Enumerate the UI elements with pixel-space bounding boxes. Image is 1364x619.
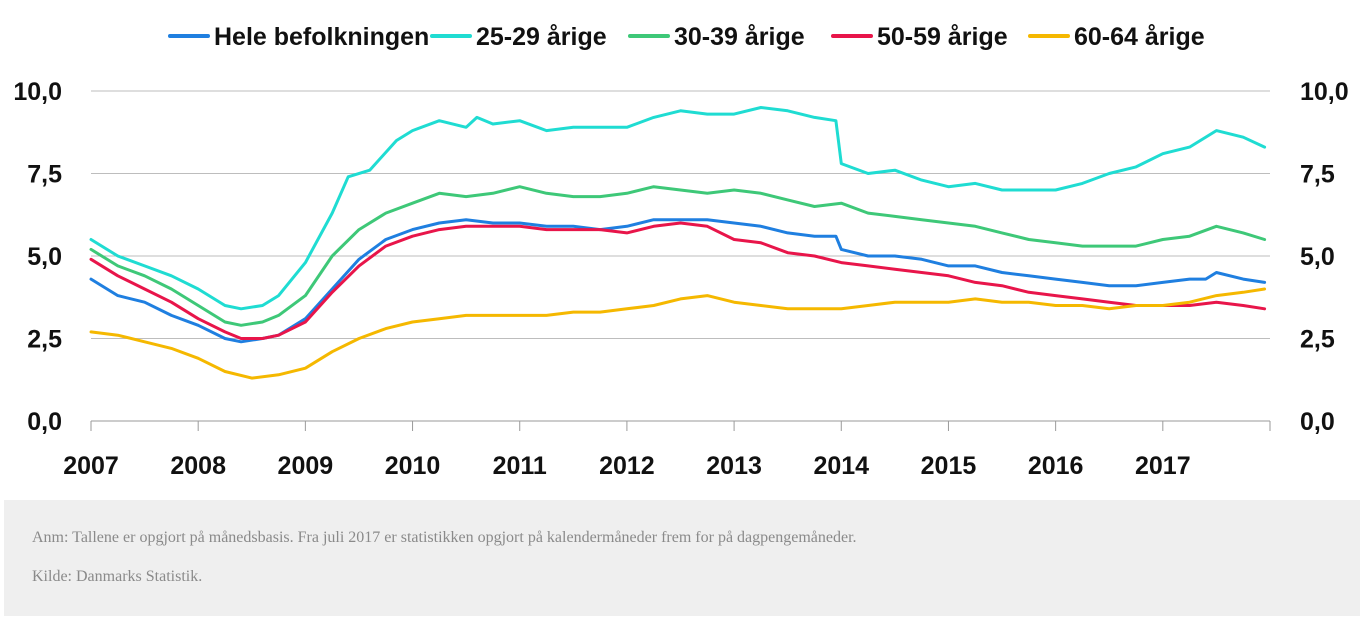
chart: Hele befolkningen 25-29 årige 30-39 årige 5… [13,23,1349,480]
y-tick-label-left: 2,5 [27,326,62,354]
y-tick-label-right: 2,5 [1300,326,1335,354]
y-tick-label-right: 10,0 [1300,78,1349,106]
legend-label: 50-59 årige [877,23,1008,51]
y-tick-label-right: 0,0 [1300,408,1335,436]
x-tick-label: 2009 [278,452,334,480]
series-line [89,185,1267,327]
x-tick-label: 2016 [1028,452,1084,480]
legend-item: Hele befolkningen [168,23,429,51]
source-text: Kilde: Danmarks Statistik. [32,568,203,585]
legend-item: 60-64 årige [1028,23,1205,51]
x-tick-label: 2010 [385,452,441,480]
legend: Hele befolkningen 25-29 årige 30-39 årige 5… [168,23,1205,51]
y-tick-label-left: 10,0 [13,78,62,106]
legend-item: 30-39 årige [628,23,805,51]
x-tick-label: 2013 [706,452,762,480]
y-tick-label-left: 0,0 [27,408,62,436]
y-tick-label-right: 7,5 [1300,161,1335,189]
x-tick-label: 2014 [813,452,869,480]
y-axis-left: 0,0 2,5 5,0 7,5 10,0 [13,78,62,436]
x-tick-label: 2011 [493,452,547,480]
series-line [89,221,1267,340]
legend-label: Hele befolkningen [214,23,429,51]
legend-label: 30-39 årige [674,23,805,51]
series-line [89,218,1267,344]
x-tick-label: 2008 [170,452,226,480]
gridlines [91,90,1270,422]
x-tick-label: 2007 [63,452,119,480]
x-tick-label: 2017 [1135,452,1191,480]
x-tick-label: 2012 [599,452,655,480]
series-lines [89,106,1267,380]
legend-item: 50-59 årige [831,23,1008,51]
series-line [89,106,1267,311]
note-box: Anm: Tallene er opgjort på månedsbasis. … [4,500,1360,616]
legend-label: 60-64 årige [1074,23,1205,51]
series-line [89,287,1267,380]
y-tick-label-right: 5,0 [1300,243,1335,271]
y-axis-right: 0,0 2,5 5,0 7,5 10,0 [1300,78,1349,436]
y-tick-label-left: 5,0 [27,243,62,271]
chart-canvas: Hele befolkningen 25-29 årige 30-39 årige 5… [13,23,1349,480]
x-tick-label: 2015 [921,452,977,480]
y-tick-label-left: 7,5 [27,161,62,189]
note-text: Anm: Tallene er opgjort på månedsbasis. … [32,529,857,546]
legend-label: 25-29 årige [476,23,607,51]
x-axis: 2007 2008 2009 2010 2011 2012 2013 2014 2015 2016… [63,421,1271,480]
legend-item: 25-29 årige [430,23,607,51]
